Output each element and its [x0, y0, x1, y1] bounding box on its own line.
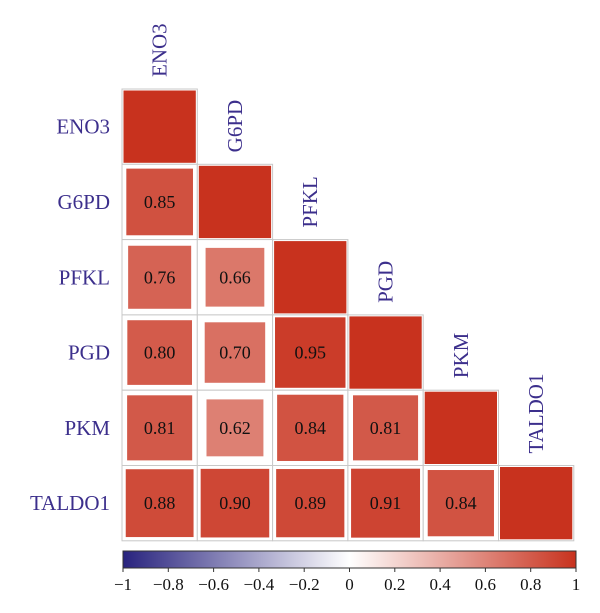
heatmap-value-label: 0.91 [370, 493, 402, 513]
heatmap-cell [424, 391, 497, 464]
row-label: PKM [64, 416, 110, 440]
heatmap-value-label: 0.80 [144, 343, 176, 363]
heatmap-cell [127, 395, 193, 461]
heatmap-value-label: 0.62 [219, 418, 251, 438]
colorbar-tick-label: 0.6 [475, 575, 496, 594]
heatmap-cell [274, 241, 347, 314]
column-labels: ENO3 G6PD PFKL PGD PKM TALDO1 [148, 23, 549, 453]
colorbar-tick-label: −0.6 [198, 575, 229, 594]
colorbar-tick-label: 0.8 [520, 575, 541, 594]
colorbar-tick-label: −0.8 [153, 575, 184, 594]
heatmap-cell [198, 165, 272, 239]
column-label: G6PD [223, 100, 247, 153]
heatmap-value-label: 0.84 [445, 493, 477, 513]
heatmap-cell [276, 469, 345, 538]
heatmap-value-label: 0.81 [370, 418, 402, 438]
heatmap-value-label: 0.84 [295, 418, 327, 438]
color-scale-bar [122, 550, 577, 569]
heatmap-value-label: 0.66 [219, 267, 251, 287]
colorbar-tick-label: 0.4 [429, 575, 451, 594]
heatmap-cell [123, 90, 196, 163]
heatmap-cell [349, 316, 422, 389]
row-label: TALDO1 [30, 491, 110, 515]
heatmap-cell [204, 322, 266, 383]
row-label: G6PD [57, 190, 110, 214]
heatmap-value-label: 0.76 [144, 267, 176, 287]
heatmap-value-label: 0.81 [144, 418, 176, 438]
heatmap-cell [125, 469, 194, 538]
heatmap-cell [128, 245, 192, 309]
heatmap-cell [500, 467, 573, 540]
colorbar-gradient [122, 550, 577, 569]
colorbar-tick-label: −1 [114, 575, 132, 594]
colorbar-ticks: −1 −0.8 −0.6 −0.4 −0.2 0 0.2 0.4 0.6 0.8 1 [114, 568, 580, 594]
heatmap-value-label: 0.85 [144, 192, 176, 212]
row-label: PFKL [59, 265, 110, 289]
heatmap-value-labels: 0.85 0.76 0.66 0.80 0.70 0.95 0.81 0.62 0.84 0.81… [144, 192, 477, 513]
colorbar-tick-label: 0 [345, 575, 354, 594]
colorbar-tick-label: −0.4 [243, 575, 274, 594]
row-label: ENO3 [56, 115, 110, 139]
heatmap-value-label: 0.70 [219, 343, 251, 363]
heatmap-cell [205, 247, 265, 307]
heatmap-cell [200, 468, 270, 538]
column-label: PGD [374, 261, 398, 303]
colorbar-tick-label: 0.2 [384, 575, 405, 594]
heatmap-cell [126, 168, 193, 236]
heatmap-value-label: 0.88 [144, 493, 176, 513]
column-label: PFKL [298, 176, 322, 227]
heatmap-cells [121, 88, 575, 542]
heatmap-cell [127, 320, 192, 385]
heatmap-value-label: 0.95 [295, 343, 327, 363]
heatmap-cell [351, 468, 421, 538]
heatmap-value-label: 0.90 [219, 493, 251, 513]
heatmap-cell [275, 317, 346, 388]
column-label: TALDO1 [524, 374, 548, 454]
column-label: PKM [449, 332, 473, 378]
colorbar-tick-label: −0.2 [289, 575, 320, 594]
heatmap-cell [277, 394, 344, 461]
row-label: PGD [68, 341, 110, 365]
colorbar-tick-label: 1 [572, 575, 581, 594]
column-label: ENO3 [148, 23, 172, 77]
heatmap-cell [427, 470, 494, 537]
heatmap-value-label: 0.89 [295, 493, 327, 513]
heatmap-cell [206, 399, 264, 457]
heatmap-cell [353, 395, 419, 461]
row-labels: ENO3 G6PD PFKL PGD PKM TALDO1 [30, 115, 110, 516]
